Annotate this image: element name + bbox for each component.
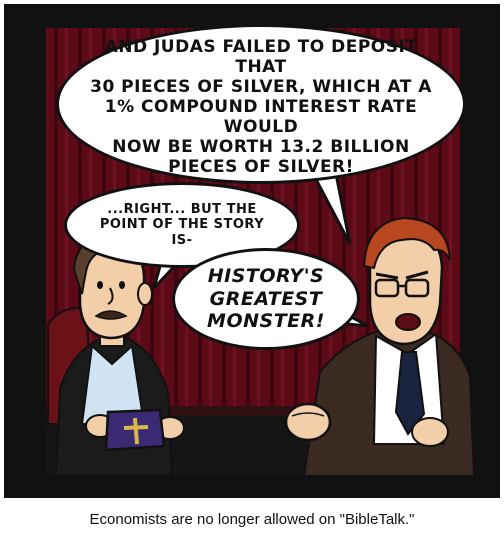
- speech-bubble-right: HISTORY'S GREATEST MONSTER!: [172, 248, 360, 350]
- bible-cross-vertical: [133, 417, 139, 445]
- right-fist-knuckles: [291, 412, 325, 417]
- bible-cross-horizontal: [123, 425, 149, 430]
- left-shirt: [80, 343, 146, 425]
- right-hand: [411, 417, 449, 447]
- right-glasses-right: [404, 278, 430, 298]
- right-hair: [362, 216, 451, 270]
- left-mustache: [94, 310, 128, 320]
- right-brow-2: [405, 270, 429, 280]
- speech-text-middle: ...RIGHT... BUT THE POINT OF THE STORY I…: [99, 202, 265, 248]
- right-mouth: [395, 313, 421, 331]
- speech-bubble-middle: ...RIGHT... BUT THE POINT OF THE STORY I…: [64, 182, 300, 268]
- left-eye-1: [97, 281, 103, 289]
- right-fist: [284, 402, 332, 442]
- speech-text-right: HISTORY'S GREATEST MONSTER!: [207, 265, 325, 333]
- speech-text-top: AND JUDAS FAILED TO DEPOSIT THAT 30 PIEC…: [90, 36, 432, 178]
- comic-panel: AND JUDAS FAILED TO DEPOSIT THAT 30 PIEC…: [4, 4, 500, 498]
- desk-edge: [46, 406, 460, 416]
- left-nose: [107, 287, 114, 305]
- speech-bubble-top: AND JUDAS FAILED TO DEPOSIT THAT 30 PIEC…: [56, 24, 466, 184]
- left-ear: [137, 282, 153, 306]
- comic-caption: Economists are no longer allowed on "Bib…: [89, 510, 415, 528]
- right-brow-1: [375, 272, 399, 280]
- right-glasses-left: [374, 278, 400, 298]
- left-eye-2: [119, 281, 125, 289]
